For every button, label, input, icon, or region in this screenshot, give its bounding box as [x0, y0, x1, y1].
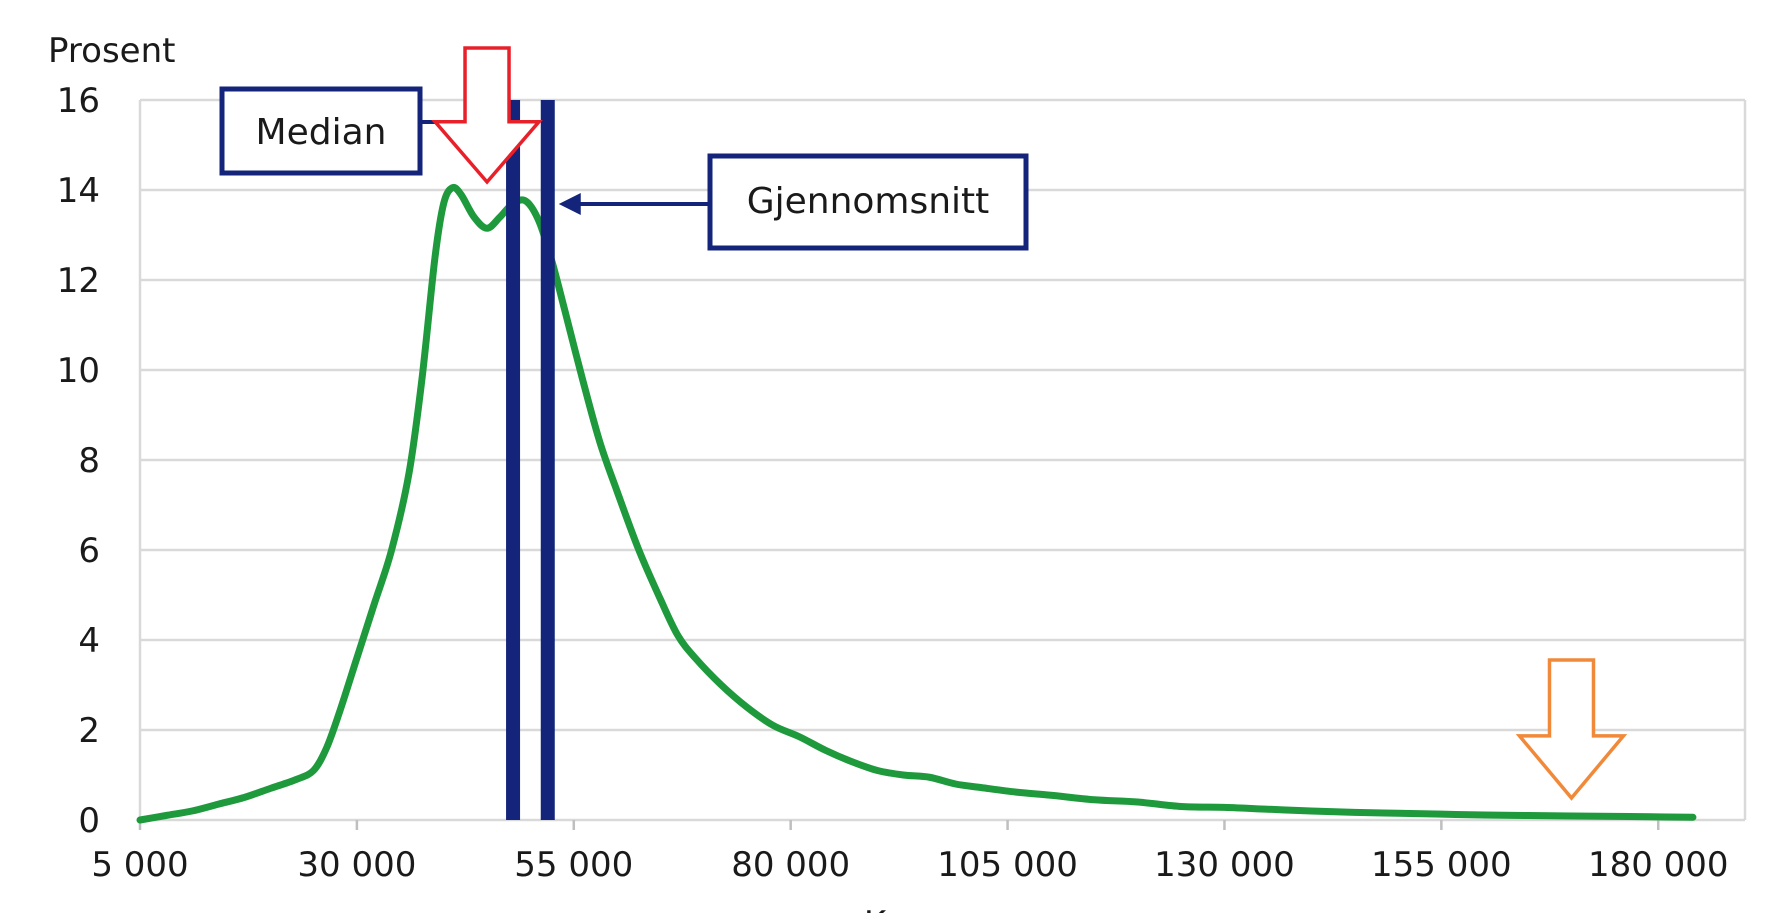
x-tick-label: 155 000 — [1371, 845, 1512, 885]
density-curve — [136, 183, 1697, 824]
orange-down-arrow-icon — [1515, 658, 1628, 801]
x-axis-unit-label: Kr — [864, 904, 900, 913]
y-tick-label: 12 — [57, 261, 100, 301]
x-tick-label: 80 000 — [731, 845, 850, 885]
y-tick-label: 14 — [57, 171, 100, 211]
mean-line — [540, 100, 555, 820]
x-tick-label: 5 000 — [91, 845, 188, 885]
y-tick-label: 10 — [57, 351, 100, 391]
x-tick-label: 55 000 — [514, 845, 633, 885]
mean-arrowhead — [558, 193, 581, 215]
x-tick-label: 180 000 — [1588, 845, 1729, 885]
y-tick-label: 2 — [78, 711, 100, 751]
y-tick-label: 0 — [78, 801, 100, 841]
y-axis-ticks: 0 2 4 6 8 10 12 14 16 — [57, 81, 100, 841]
median-label-box — [219, 86, 423, 176]
x-tick-label: 130 000 — [1154, 845, 1295, 885]
median-line — [506, 100, 521, 820]
mean-label-box — [707, 153, 1029, 251]
mean-annotation: Gjennomsnitt — [558, 153, 1029, 251]
y-tick-label: 8 — [78, 441, 100, 481]
y-tick-label: 16 — [57, 81, 100, 121]
y-tick-label: 4 — [78, 621, 100, 661]
y-axis-unit-label: Prosent — [48, 31, 175, 71]
x-tick-label: 30 000 — [297, 845, 416, 885]
x-axis-ticks: 5 000 30 000 55 000 80 000 105 000 130 000 155… — [91, 820, 1729, 885]
red-down-arrow-icon — [431, 46, 543, 185]
median-label: Median — [256, 112, 387, 153]
mean-label: Gjennomsnitt — [747, 181, 990, 222]
y-tick-label: 6 — [78, 531, 100, 571]
x-tick-label: 105 000 — [937, 845, 1078, 885]
reference-lines — [506, 100, 555, 820]
gridlines — [138, 98, 1747, 822]
